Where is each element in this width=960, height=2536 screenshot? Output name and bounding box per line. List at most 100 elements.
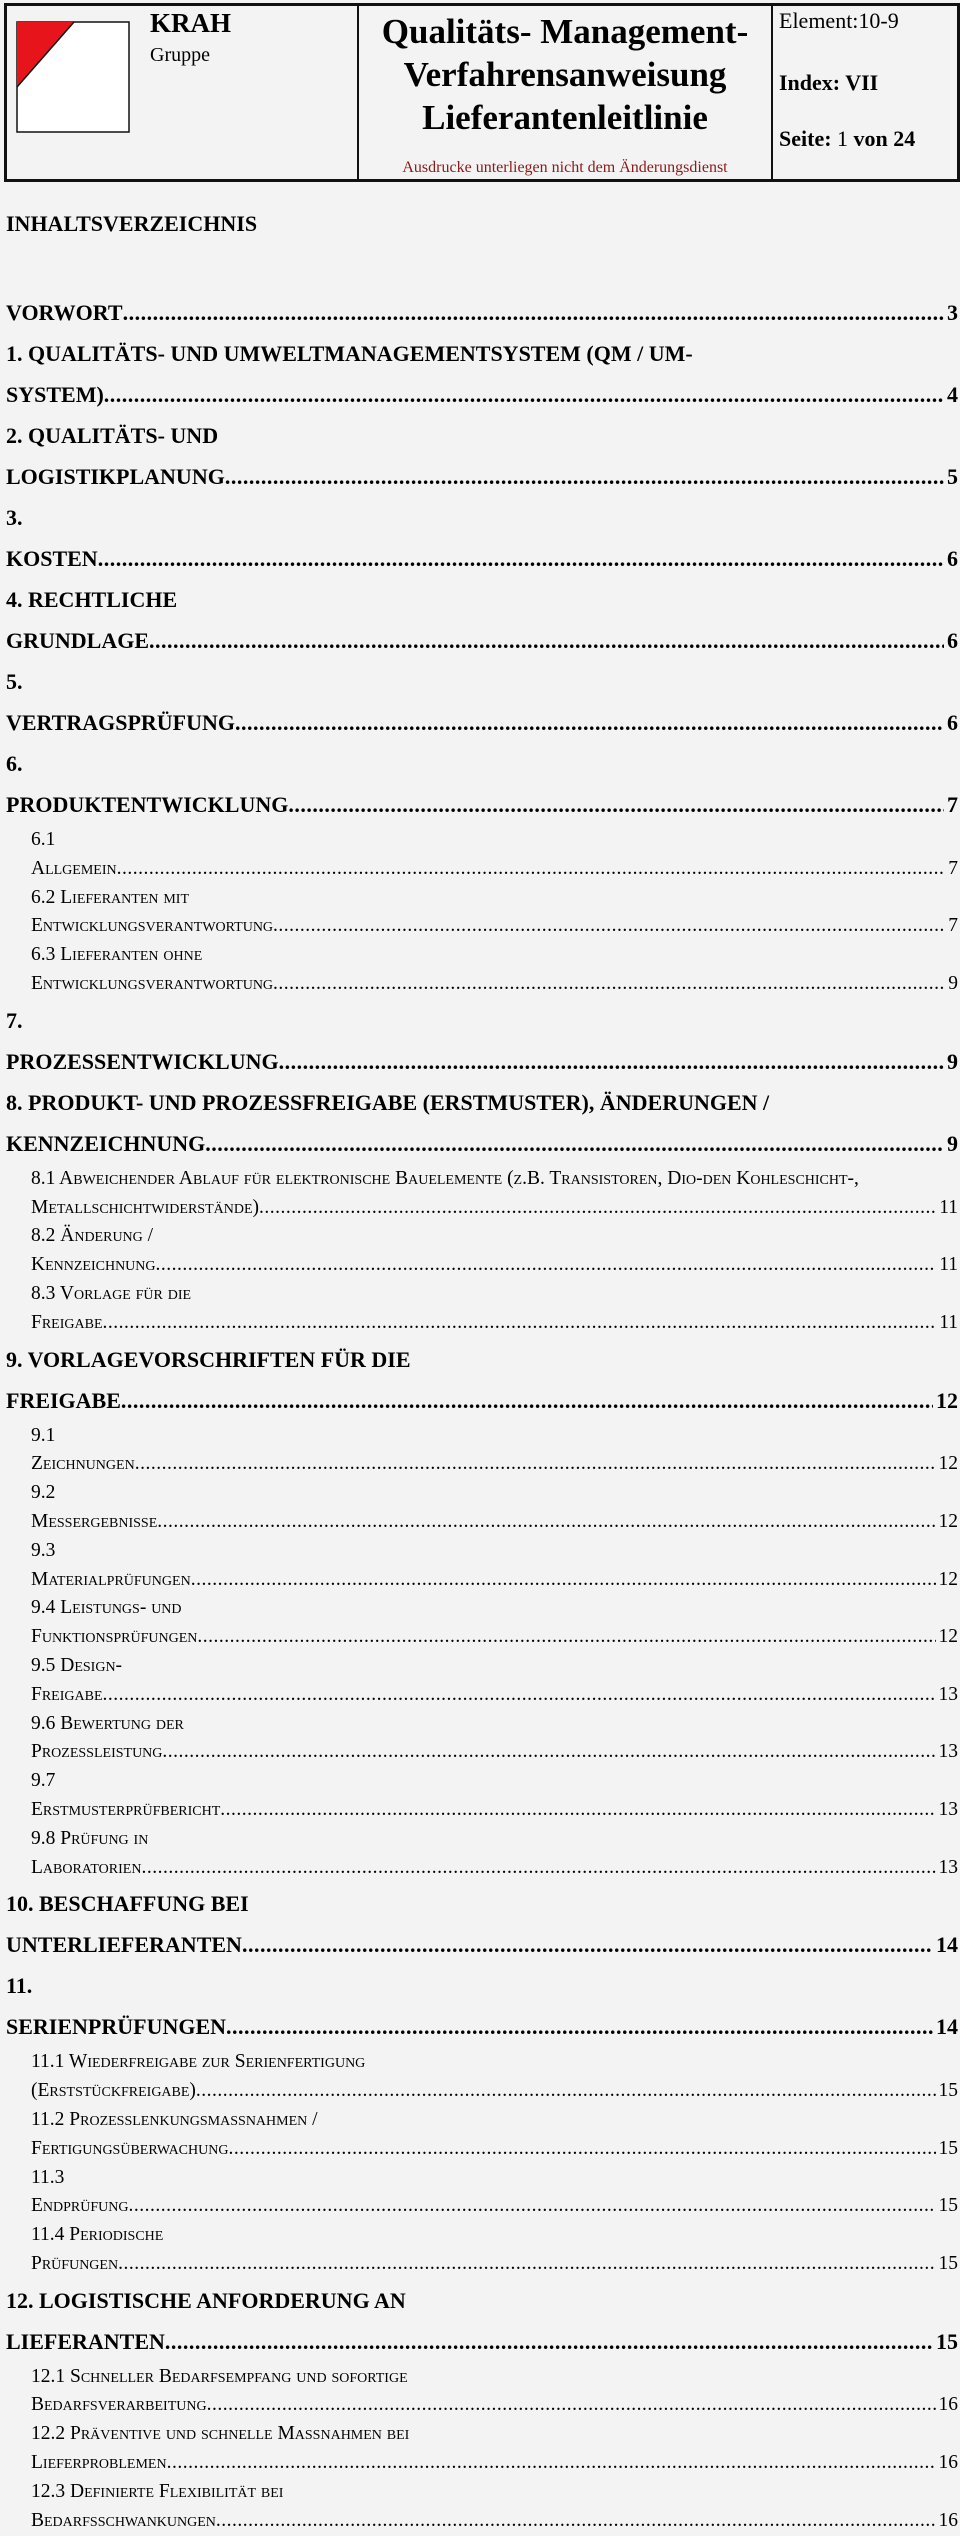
toc-entry-page: 6 [944,620,958,661]
toc-entry-page: 5 [944,456,958,497]
toc-entry[interactable]: 9.2 Messergebnisse12 [6,1479,958,1537]
toc-entry-title: 8.1 Abweichender Ablauf für elektronisch… [31,1168,958,1218]
document-header: KRAH Gruppe Qualitäts- Management- Verfa… [4,3,960,182]
toc-entry-title: 11.2 Prozesslenkungsmaßnahmen / Fertigun… [31,2109,958,2159]
toc-entry[interactable]: 12.3 Definierte Flexibilität bei Bedarfs… [6,2478,958,2536]
toc-entry-title: 9.4 Leistungs- und Funktionsprüfungen [31,1597,958,1647]
toc-entry-title: 2. QUALITÄTS- UND LOGISTIKPLANUNG [6,423,958,489]
toc-entry[interactable]: 11.3 Endprüfung15 [6,2164,958,2222]
toc-entry[interactable]: 8. PRODUKT- UND PROZESSFREIGABE (ERSTMUS… [6,1082,958,1164]
toc-entry-title: 9.3 Materialprüfungen [31,1540,958,1590]
toc-entry[interactable]: 9.4 Leistungs- und Funktionsprüfungen12 [6,1594,958,1652]
toc-entry-page: 9 [944,1040,958,1082]
toc-entry-title: VORWORT [6,300,958,325]
title-line: Qualitäts- Management- [381,12,749,51]
toc-entry-title: 6. PRODUKTENTWICKLUNG [6,751,958,817]
toc-entry-title: 9.5 Design-Freigabe [31,1655,958,1705]
toc-entry[interactable]: 6.1 Allgemein7 [6,826,958,884]
toc-entry-page: 13 [935,1853,958,1883]
toc-entry-page: 4 [944,374,958,415]
toc-entry-page: 16 [935,2449,958,2478]
toc-entry[interactable]: 9. VORLAGEVORSCHRIFTEN FÜR DIE FREIGABE1… [6,1339,958,1421]
toc-entry-page: 13 [935,1795,958,1825]
title-cell: Qualitäts- Management- Verfahrensanweisu… [359,6,773,179]
page-counter: Seite: 1 von 24 [779,126,915,152]
toc-entry[interactable]: 9.1 Zeichnungen12 [6,1422,958,1480]
toc-entry[interactable]: 9.5 Design-Freigabe13 [6,1652,958,1710]
toc-entry-page: 12 [933,1379,958,1421]
company-subtitle: Gruppe [150,44,210,66]
toc-entry-title: 11. SERIENPRÜFUNGEN [6,1973,958,2039]
company-name: KRAH [150,8,231,38]
toc-entry[interactable]: 6.2 Lieferanten mit Entwicklungsverantwo… [6,884,958,942]
page-label: Seite: [779,126,832,151]
toc-entry-title: 3. KOSTEN [6,505,958,571]
toc-entry-page: 12 [935,1623,958,1652]
toc-entry-page: 15 [933,2320,958,2362]
toc-entry-title: 12.2 Präventive und schnelle Maßnahmen b… [31,2423,958,2473]
toc-entry-page: 12 [935,1507,958,1537]
toc-entry[interactable]: 12. LOGISTISCHE ANFORDERUNG AN LIEFERANT… [6,2280,958,2362]
toc-entry-title: 9.6 Bewertung der Prozessleistung [31,1713,958,1763]
page-current: 1 [837,126,849,151]
krah-logo-icon [16,21,130,133]
toc-entry[interactable]: VORWORT3 [6,292,958,333]
table-of-contents: VORWORT3 1. QUALITÄTS- UND UMWELTMANAGEME… [6,292,958,2536]
title-line: Lieferantenleitlinie [422,98,708,137]
toc-entry[interactable]: 12.1 Schneller Bedarfsempfang und sofort… [6,2363,958,2421]
toc-entry[interactable]: 8.1 Abweichender Ablauf für elektronisch… [6,1165,958,1223]
toc-entry-title: 4. RECHTLICHE GRUNDLAGE [6,587,958,653]
toc-entry-page: 16 [935,2391,958,2421]
toc-entry-page: 12 [935,1565,958,1595]
toc-entry[interactable]: 9.7 Erstmusterprüfbericht13 [6,1767,958,1825]
toc-entry-page: 12 [935,1450,958,1480]
toc-entry-title: 9.7 Erstmusterprüfbericht [31,1770,958,1820]
toc-entry[interactable]: 2. QUALITÄTS- UND LOGISTIKPLANUNG5 [6,415,958,497]
meta-cell: Element:10-9 Index: VII Seite: 1 von 24 [773,6,957,179]
toc-entry[interactable]: 11.4 Periodische Prüfungen15 [6,2221,958,2279]
toc-entry-page: 7 [944,784,958,825]
toc-entry[interactable]: 11.1 Wiederfreigabe zur Serienfertigung … [6,2048,958,2106]
element-number: Element:10-9 [779,8,899,33]
toc-entry[interactable]: 1. QUALITÄTS- UND UMWELTMANAGEMENTSYSTEM… [6,333,958,415]
toc-entry[interactable]: 8.3 Vorlage für die Freigabe11 [6,1280,958,1338]
toc-entry-title: 8.2 Änderung / Kennzeichnung [31,1225,958,1275]
toc-entry[interactable]: 4. RECHTLICHE GRUNDLAGE6 [6,579,958,661]
toc-entry-page: 16 [935,2506,958,2536]
toc-entry-page: 15 [935,2134,958,2164]
toc-entry[interactable]: 5. VERTRAGSPRÜFUNG6 [6,661,958,743]
toc-entry-page: 14 [933,2006,958,2048]
toc-entry-page: 14 [933,1924,958,1966]
toc-entry-title: 9.2 Messergebnisse [31,1482,958,1532]
toc-entry[interactable]: 8.2 Änderung / Kennzeichnung11 [6,1222,958,1280]
toc-entry[interactable]: 7. PROZESSENTWICKLUNG9 [6,1000,958,1082]
toc-entry[interactable]: 10. BESCHAFFUNG BEI UNTERLIEFERANTEN14 [6,1883,958,1966]
toc-entry-page: 9 [944,1122,958,1164]
toc-entry-title: 9. VORLAGEVORSCHRIFTEN FÜR DIE FREIGABE [6,1347,958,1413]
toc-entry[interactable]: 9.6 Bewertung der Prozessleistung13 [6,1710,958,1768]
toc-entry-title: 8.3 Vorlage für die Freigabe [31,1283,958,1333]
toc-entry[interactable]: 6.3 Lieferanten ohne Entwicklungsverantw… [6,941,958,999]
toc-entry-title: 12. LOGISTISCHE ANFORDERUNG AN LIEFERANT… [6,2288,958,2354]
toc-entry[interactable]: 6. PRODUKTENTWICKLUNG7 [6,743,958,825]
toc-entry-page: 13 [935,1680,958,1710]
toc-entry[interactable]: 11.2 Prozesslenkungsmaßnahmen / Fertigun… [6,2106,958,2164]
toc-entry-title: 12.1 Schneller Bedarfsempfang und sofort… [31,2366,958,2416]
toc-entry[interactable]: 12.2 Präventive und schnelle Maßnahmen b… [6,2420,958,2478]
toc-entry[interactable]: 9.3 Materialprüfungen12 [6,1537,958,1595]
toc-entry-page: 15 [935,2249,958,2279]
toc-entry-title: 7. PROZESSENTWICKLUNG [6,1008,958,1074]
toc-entry[interactable]: 3. KOSTEN6 [6,497,958,579]
index-label: Index: VII [779,70,879,95]
toc-entry-page: 9 [945,969,958,999]
title-line: Verfahrensanweisung [403,55,727,94]
toc-entry-page: 11 [936,1251,958,1280]
toc-entry-page: 6 [944,538,958,579]
toc-entry[interactable]: 11. SERIENPRÜFUNGEN14 [6,1965,958,2048]
toc-entry-page: 15 [935,2192,958,2222]
toc-entry-page: 3 [944,292,958,333]
toc-entry-title: 10. BESCHAFFUNG BEI UNTERLIEFERANTEN [6,1891,958,1957]
toc-entry[interactable]: 9.8 Prüfung in Laboratorien13 [6,1825,958,1883]
company-cell: KRAH Gruppe [7,6,359,179]
toc-entry-page: 7 [945,854,958,884]
